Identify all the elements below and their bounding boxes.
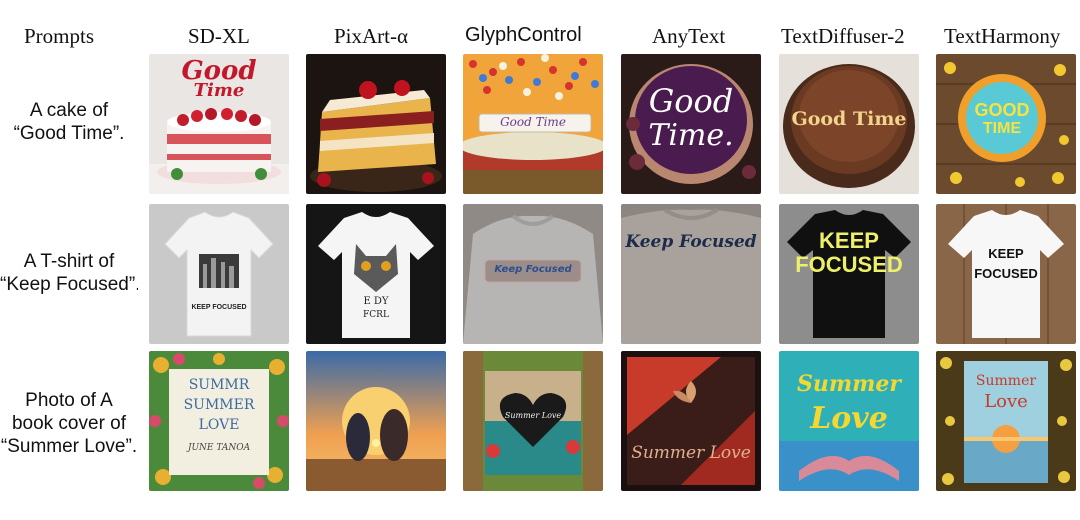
image-pixart-book bbox=[306, 351, 446, 491]
image-glyphcontrol-tshirt: Keep Focused bbox=[463, 204, 603, 344]
tshirt-illustration bbox=[621, 204, 761, 344]
image-anytext-book: Summer Love bbox=[621, 351, 761, 491]
prompt-line: “Good Time”. bbox=[13, 123, 125, 144]
image-textdiffuser2-book: Summer Love bbox=[779, 351, 919, 491]
cake-slice-illustration bbox=[306, 54, 446, 194]
purple-cake-illustration bbox=[621, 54, 761, 194]
row-prompt-cake: A cake of “Good Time”. bbox=[0, 99, 138, 145]
image-sdxl-tshirt: KEEP FOCUSED bbox=[149, 204, 289, 344]
row-prompt-tshirt: A T-shirt of “Keep Focused”. bbox=[0, 250, 138, 296]
column-header-sdxl: SD-XL bbox=[188, 24, 250, 48]
tshirt-illustration bbox=[936, 204, 1076, 344]
diagonal-book-illustration bbox=[621, 351, 761, 491]
prompt-line: “Keep Focused”. bbox=[0, 274, 138, 295]
cake-illustration bbox=[149, 54, 289, 194]
prompt-line: A T-shirt of bbox=[23, 251, 115, 272]
tshirt-illustration bbox=[306, 204, 446, 344]
tshirt-illustration bbox=[149, 204, 289, 344]
column-header-textdiffuser2: TextDiffuser-2 bbox=[781, 24, 905, 48]
prompt-line: Photo of A bbox=[25, 390, 113, 411]
heart-book-illustration bbox=[463, 351, 603, 491]
image-glyphcontrol-book: Summer Love bbox=[463, 351, 603, 491]
image-textdiffuser2-cake: Good Time bbox=[779, 54, 919, 194]
image-glyphcontrol-cake: Good Time bbox=[463, 54, 603, 194]
image-anytext-cake: Good Time. bbox=[621, 54, 761, 194]
chocolate-cake-illustration bbox=[779, 54, 919, 194]
open-book-illustration bbox=[779, 351, 919, 491]
row-prompt-book: Photo of A book cover of “Summer Love”. bbox=[0, 389, 138, 458]
image-pixart-cake bbox=[306, 54, 446, 194]
tshirt-illustration bbox=[463, 204, 603, 344]
tshirt-illustration bbox=[779, 204, 919, 344]
image-textdiffuser2-tshirt: KEEP FOCUSED bbox=[779, 204, 919, 344]
column-header-textharmony: TextHarmony bbox=[944, 24, 1061, 48]
image-sdxl-cake: Good Time bbox=[149, 54, 289, 194]
image-pixart-tshirt: E DY FCRL bbox=[306, 204, 446, 344]
column-header-anytext: AnyText bbox=[652, 24, 726, 48]
image-anytext-tshirt: Keep Focused bbox=[621, 204, 761, 344]
prompt-line: A cake of bbox=[29, 100, 109, 121]
sprinkle-cake-illustration bbox=[463, 54, 603, 194]
cookie-illustration bbox=[936, 54, 1076, 194]
column-header-glyphcontrol: GlyphControl bbox=[465, 24, 582, 46]
image-textharmony-book: Summer Love bbox=[936, 351, 1076, 491]
column-header-prompts: Prompts bbox=[24, 24, 95, 48]
prompt-line: “Summer Love”. bbox=[0, 436, 138, 457]
floral-book-illustration bbox=[149, 351, 289, 491]
image-sdxl-book: SUMMR SUMMER LOVE JUNE TANOA bbox=[149, 351, 289, 491]
image-textharmony-cake: GOOD TIME bbox=[936, 54, 1076, 194]
prompt-line: book cover of bbox=[11, 413, 127, 434]
sunset-book-illustration bbox=[936, 351, 1076, 491]
sunset-couple-illustration bbox=[306, 351, 446, 491]
column-header-pixart: PixArt-α bbox=[334, 24, 409, 48]
image-textharmony-tshirt: KEEP FOCUSED bbox=[936, 204, 1076, 344]
